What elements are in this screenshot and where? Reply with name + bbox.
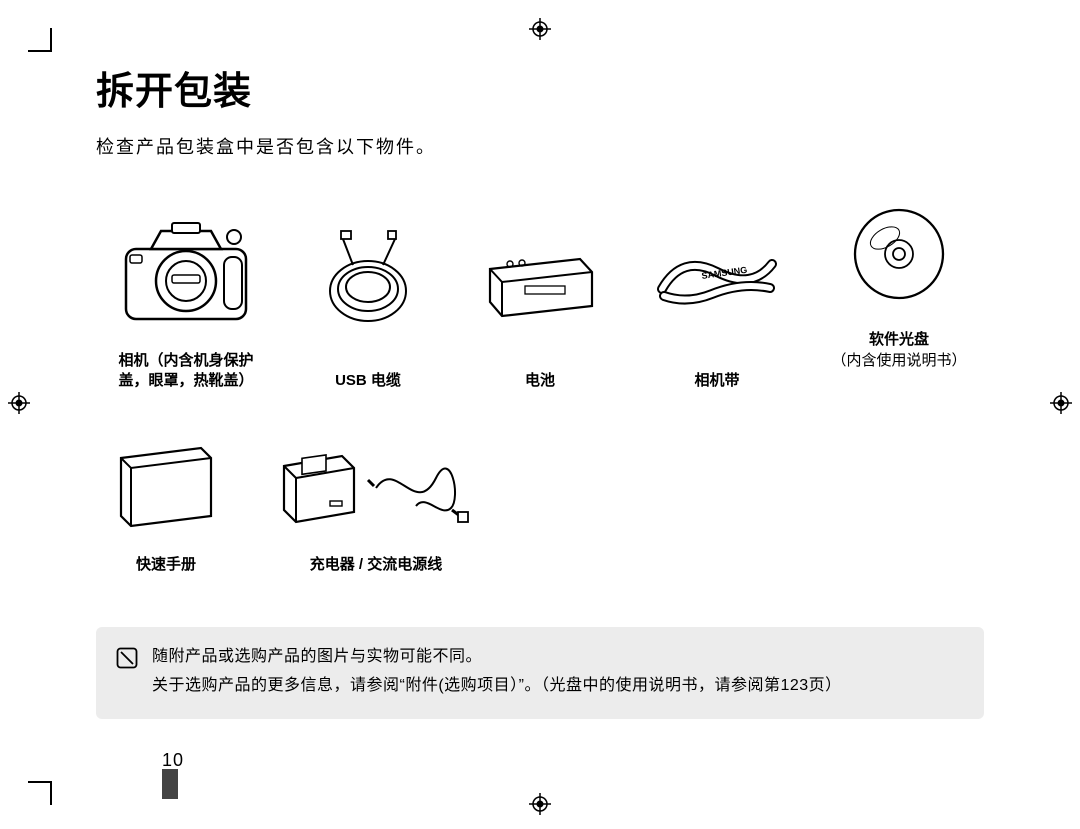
item-camera: 相机（内含机身保护 盖，眼罩，热靴盖）	[96, 201, 276, 391]
item-camera-label: 相机（内含机身保护 盖，眼罩，热靴盖）	[118, 351, 253, 392]
item-quick-guide: 快速手册	[96, 415, 236, 575]
item-cd-sub: （内含使用说明书）	[831, 351, 966, 371]
charger-icon	[266, 415, 486, 551]
item-cd-title: 软件光盘	[869, 331, 929, 348]
strap-icon: SAMSUNG	[637, 201, 797, 367]
item-usb-cable: USB 电缆	[293, 201, 443, 391]
page-intro: 检查产品包装盒中是否包含以下物件。	[96, 133, 984, 159]
items-row-2: 快速手册 充电器 / 交流电源线	[96, 415, 984, 575]
item-usb-label: USB 电缆	[335, 371, 401, 391]
item-strap: SAMSUNG 相机带	[637, 201, 797, 391]
item-battery: 电池	[460, 201, 620, 391]
note-box: 随附产品或选购产品的图片与实物可能不同。 关于选购产品的更多信息，请参阅“附件(…	[96, 627, 984, 719]
page-number: 10	[162, 750, 184, 771]
note-text: 随附产品或选购产品的图片与实物可能不同。 关于选购产品的更多信息，请参阅“附件(…	[152, 643, 842, 701]
registration-mark-right	[1050, 392, 1072, 414]
note-line-2: 关于选购产品的更多信息，请参阅“附件(选购项目）”。（光盘中的使用说明书，请参阅…	[152, 672, 842, 701]
quick-guide-icon	[96, 415, 236, 551]
item-charger-label: 充电器 / 交流电源线	[310, 555, 443, 575]
usb-cable-icon	[293, 201, 443, 367]
battery-icon	[460, 201, 620, 367]
item-charger: 充电器 / 交流电源线	[266, 415, 486, 575]
registration-mark-left	[8, 392, 30, 414]
camera-icon	[96, 201, 276, 347]
item-quick-guide-label: 快速手册	[136, 555, 196, 575]
item-cd-label: 软件光盘 （内含使用说明书）	[831, 310, 966, 391]
item-software-cd: 软件光盘 （内含使用说明书）	[814, 201, 984, 391]
item-battery-label: 电池	[525, 371, 555, 391]
page-title: 拆开包装	[96, 60, 984, 115]
note-line-1: 随附产品或选购产品的图片与实物可能不同。	[152, 643, 842, 672]
registration-mark-top	[529, 18, 551, 40]
page-tab-mark	[162, 769, 178, 799]
item-strap-label: 相机带	[694, 371, 739, 391]
cd-icon	[814, 201, 984, 306]
registration-mark-bottom	[529, 793, 551, 815]
note-icon	[116, 647, 138, 669]
page-content: 拆开包装 检查产品包装盒中是否包含以下物件。 相机（内含机身保护 盖，眼罩，热靴…	[96, 60, 984, 719]
items-row-1: 相机（内含机身保护 盖，眼罩，热靴盖） USB 电缆	[96, 201, 984, 391]
